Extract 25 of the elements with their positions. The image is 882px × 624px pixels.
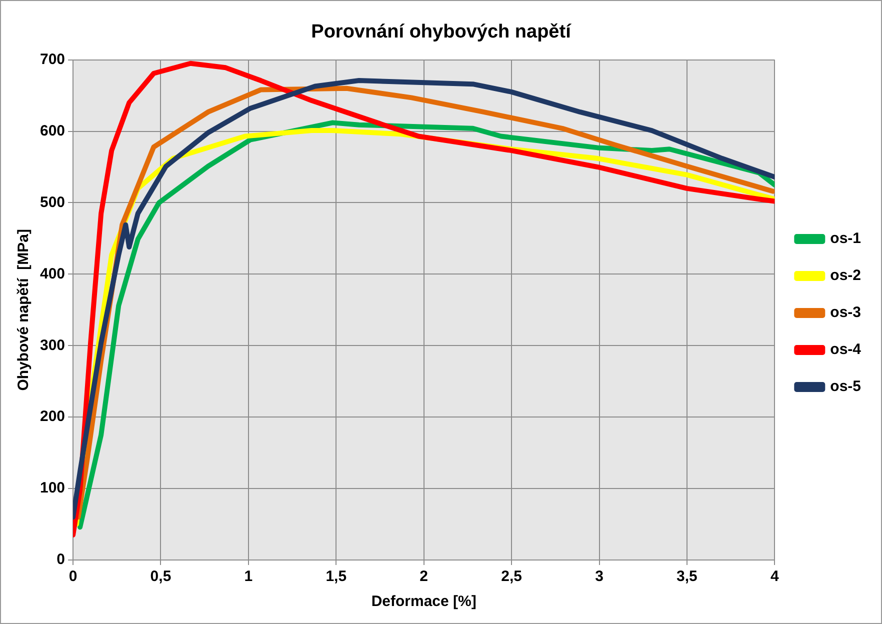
y-tick-label: 700 [40,50,66,68]
legend-label: os-1 [830,230,861,248]
y-tick-label: 200 [40,408,66,426]
y-tick-label: 300 [40,336,66,354]
y-tick-label: 400 [40,265,66,282]
x-tick-label: 4 [770,568,780,586]
x-tick-label: 2,5 [501,568,522,586]
y-tick-label: 500 [40,194,66,211]
x-tick-label: 0 [68,568,78,586]
chart-title: Porovnání ohybových napětí [311,22,572,43]
y-tick-label: 600 [40,122,66,140]
legend-label: os-5 [830,378,861,396]
x-axis-title: Deformace [%] [371,593,476,610]
legend-label: os-4 [830,341,862,358]
legend-label: os-2 [830,267,861,284]
x-tick-label: 1,5 [326,568,347,586]
x-tick-label: 3 [595,568,604,586]
x-tick-label: 1 [244,568,253,586]
x-tick-label: 3,5 [676,568,698,586]
y-tick-label: 0 [56,551,66,568]
legend-label: os-3 [830,304,861,322]
x-tick-label: 2 [420,568,428,586]
y-axis-title: Ohybové napětí [MPa] [15,229,32,391]
y-tick-label: 100 [40,480,66,497]
x-tick-label: 0,5 [150,568,172,586]
